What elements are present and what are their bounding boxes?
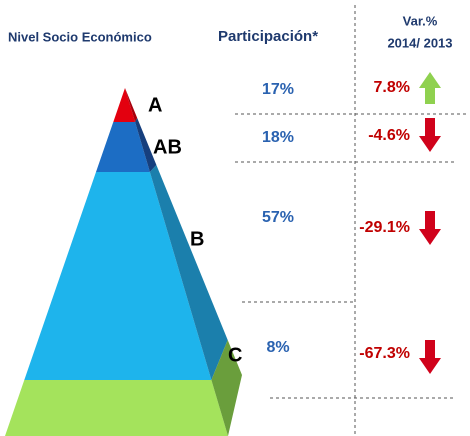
pyramid: [5, 88, 242, 436]
level-label: C: [228, 344, 242, 366]
level-label: AB: [153, 136, 182, 158]
level-label: B: [190, 228, 204, 250]
trend-arrows: [419, 72, 441, 374]
variation: -4.6%: [368, 127, 410, 144]
variation: 7.8%: [374, 79, 410, 96]
level-label: A: [148, 94, 162, 116]
header-variation: Var.%: [403, 13, 438, 28]
header-level: Nivel Socio Económico: [8, 29, 152, 44]
header-variation: 2014/ 2013: [387, 35, 452, 50]
participation: 17%: [262, 81, 294, 98]
header-participation: Participación*: [218, 28, 318, 45]
participation: 8%: [266, 339, 289, 356]
variation: -67.3%: [359, 345, 410, 362]
participation: 57%: [262, 209, 294, 226]
participation: 18%: [262, 129, 294, 146]
separators: [235, 5, 468, 436]
rows: A 17% 7.8% AB 18% -4.6% B 57% -29.1% C 8% -67.3%: [148, 79, 410, 366]
variation: -29.1%: [359, 219, 410, 236]
